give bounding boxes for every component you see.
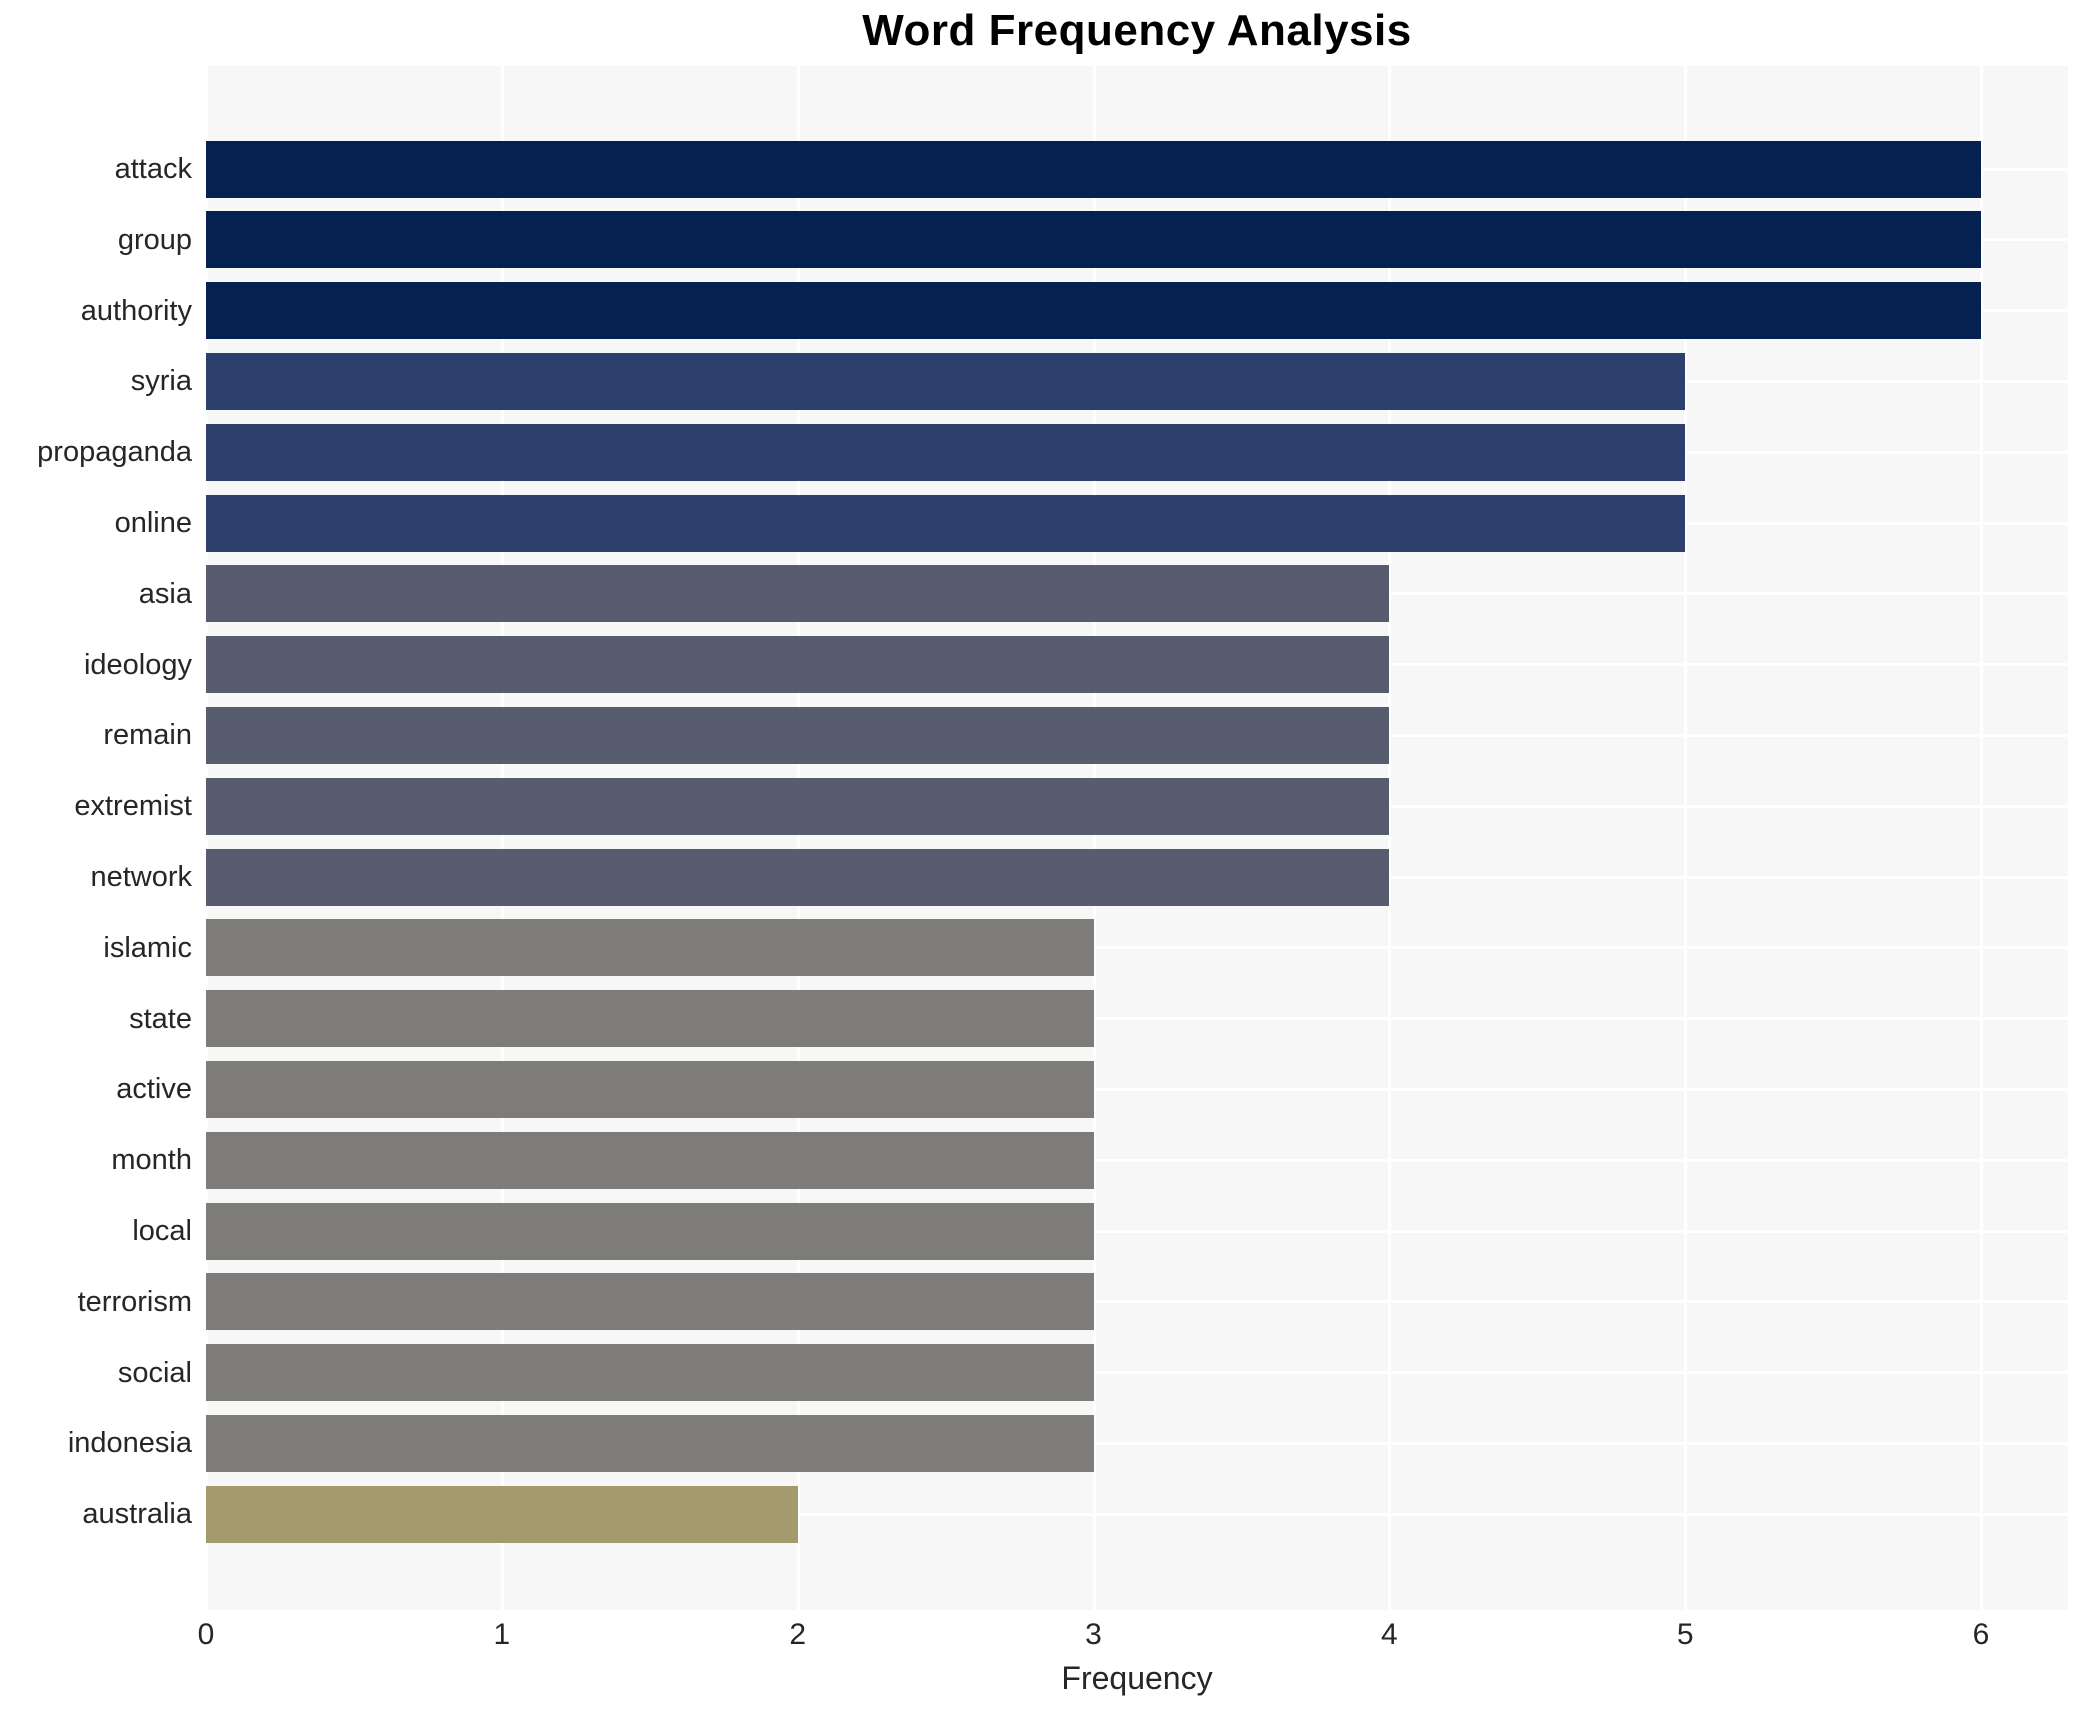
x-tick-label-4: 4 — [1380, 1618, 1398, 1651]
x-tick-label-6: 6 — [1972, 1618, 1990, 1651]
y-tick-label-month: month — [111, 1144, 192, 1177]
bar-local — [206, 1202, 1094, 1260]
y-gridline-indonesia — [206, 1441, 2068, 1445]
y-tick-label-remain: remain — [103, 719, 192, 752]
y-tick-label-australia: australia — [82, 1498, 192, 1531]
y-gridline-local — [206, 1229, 2068, 1233]
x-tick-label-0: 0 — [197, 1618, 215, 1651]
y-tick-label-propaganda: propaganda — [37, 436, 192, 469]
bar-terrorism — [206, 1273, 1094, 1331]
y-gridline-islamic — [206, 946, 2068, 950]
bar-australia — [206, 1485, 798, 1543]
y-tick-label-online: online — [114, 507, 192, 539]
y-tick-label-syria: syria — [130, 365, 192, 398]
y-tick-label-state: state — [129, 1002, 192, 1035]
bar-state — [206, 990, 1094, 1048]
bar-indonesia — [206, 1414, 1094, 1472]
y-tick-label-network: network — [90, 861, 192, 893]
bar-social — [206, 1344, 1094, 1402]
x-gridline-5 — [1684, 66, 1688, 1610]
y-gridline-active — [206, 1087, 2068, 1091]
x-tick-label-2: 2 — [789, 1618, 806, 1651]
bar-authority — [206, 282, 1981, 340]
y-tick-label-authority: authority — [80, 294, 192, 327]
plot-area — [205, 66, 2068, 1610]
y-tick-label-ideology: ideology — [83, 648, 192, 681]
y-gridline-australia — [206, 1512, 2068, 1516]
y-tick-label-group: group — [117, 223, 192, 256]
bar-propaganda — [206, 423, 1686, 481]
bar-active — [206, 1060, 1094, 1118]
y-tick-label-indonesia: indonesia — [67, 1427, 192, 1460]
bar-network — [206, 848, 1390, 906]
bar-ideology — [206, 636, 1390, 694]
bar-syria — [206, 352, 1686, 410]
bar-extremist — [206, 777, 1390, 835]
x-gridline-1 — [500, 66, 504, 1610]
x-tick-label-5: 5 — [1676, 1618, 1694, 1651]
bar-month — [206, 1131, 1094, 1189]
bar-remain — [206, 706, 1390, 764]
x-gridline-6 — [1980, 66, 1983, 1610]
x-axis-title: Frequency — [1061, 1660, 1213, 1696]
bar-attack — [206, 140, 1981, 198]
y-gridline-social — [206, 1371, 2068, 1375]
y-tick-label-attack: attack — [114, 153, 192, 185]
chart-title: Word Frequency Analysis — [862, 6, 1412, 55]
bar-group — [206, 211, 1981, 269]
x-tick-label-3: 3 — [1085, 1618, 1102, 1651]
bar-online — [206, 494, 1686, 552]
x-gridline-0 — [205, 66, 208, 1610]
x-gridline-3 — [1092, 66, 1096, 1610]
y-gridline-terrorism — [206, 1300, 2068, 1304]
y-tick-label-islamic: islamic — [103, 931, 192, 964]
y-tick-label-local: local — [132, 1215, 192, 1247]
x-tick-label-1: 1 — [493, 1618, 511, 1651]
y-tick-label-terrorism: terrorism — [77, 1285, 192, 1318]
y-gridline-month — [206, 1158, 2068, 1162]
y-tick-label-active: active — [116, 1073, 192, 1106]
y-tick-label-extremist: extremist — [74, 790, 192, 823]
y-tick-label-asia: asia — [138, 577, 192, 610]
y-tick-label-social: social — [117, 1356, 192, 1389]
bar-asia — [206, 565, 1390, 623]
bar-islamic — [206, 919, 1094, 977]
x-gridline-2 — [796, 66, 800, 1610]
x-gridline-4 — [1388, 66, 1392, 1610]
y-gridline-state — [206, 1017, 2068, 1021]
